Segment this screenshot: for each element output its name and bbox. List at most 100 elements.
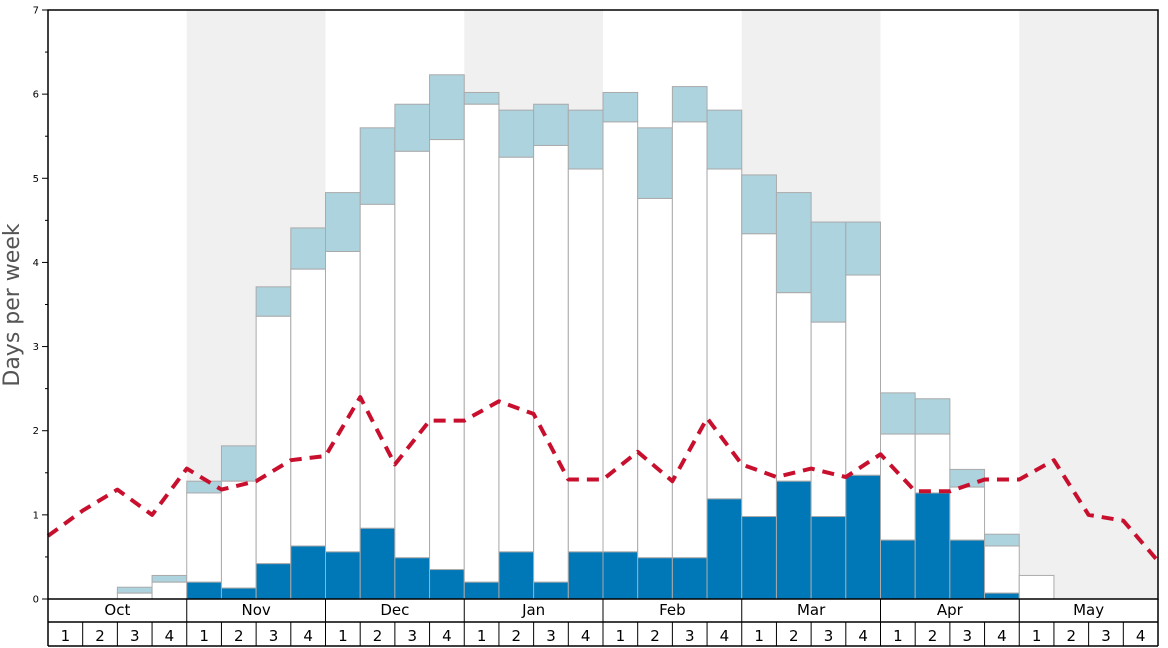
month-label-jan: Jan xyxy=(521,601,545,619)
bar-middle xyxy=(637,197,673,559)
trend-line-group xyxy=(46,395,1160,563)
bar-middle xyxy=(533,144,569,583)
bar-lower xyxy=(498,551,535,600)
bar-lower xyxy=(706,498,743,600)
week-label: 2 xyxy=(512,627,522,645)
bar-middle xyxy=(290,268,326,547)
bar-upper xyxy=(741,174,777,235)
bar-upper xyxy=(220,445,257,482)
bar-lower xyxy=(741,516,777,600)
week-label: 4 xyxy=(858,627,868,645)
bar-upper xyxy=(706,109,743,170)
week-label: 4 xyxy=(165,627,175,645)
bar-middle xyxy=(151,581,188,600)
bar-upper xyxy=(775,192,812,294)
bar-middle xyxy=(671,121,708,559)
bar-middle xyxy=(567,168,604,553)
bar-upper xyxy=(325,192,361,252)
bar-upper xyxy=(567,109,604,170)
month-label-mar: Mar xyxy=(797,601,826,619)
bar-middle xyxy=(116,592,153,600)
week-label: 3 xyxy=(1101,627,1111,645)
week-label: 1 xyxy=(1032,627,1042,645)
week-label: 1 xyxy=(477,627,487,645)
bar-middle xyxy=(914,433,951,494)
bar-upper xyxy=(671,86,708,123)
bar-middle xyxy=(1018,574,1055,600)
bar-upper xyxy=(255,286,292,317)
bar-lower xyxy=(220,587,257,600)
y-axis: 0 1 2 3 4 5 6 7 xyxy=(33,6,48,606)
week-label: 2 xyxy=(650,627,660,645)
bar-lower xyxy=(290,545,326,600)
bar-upper xyxy=(394,103,431,152)
month-label-dec: Dec xyxy=(380,601,409,619)
bar-lower xyxy=(602,551,639,600)
bar-middle xyxy=(186,492,222,583)
bar-middle xyxy=(498,156,535,553)
bar-upper xyxy=(984,533,1020,547)
month-shade-may xyxy=(1019,10,1158,599)
bar-middle xyxy=(463,103,500,583)
bar-lower xyxy=(671,557,708,600)
bar-middle xyxy=(845,274,881,476)
y-tick-label: 7 xyxy=(33,6,39,17)
y-tick-label: 0 xyxy=(33,595,39,606)
week-label: 4 xyxy=(442,627,452,645)
bar-middle xyxy=(810,321,847,518)
bar-upper xyxy=(429,74,465,141)
y-tick-label: 5 xyxy=(33,174,39,185)
week-label: 1 xyxy=(893,627,903,645)
month-label-feb: Feb xyxy=(659,601,686,619)
week-label: 2 xyxy=(1067,627,1077,645)
week-label: 1 xyxy=(616,627,626,645)
bar-upper xyxy=(463,91,500,105)
week-label: 2 xyxy=(789,627,799,645)
week-label: 1 xyxy=(61,627,71,645)
month-label-apr: Apr xyxy=(937,601,964,619)
bar-middle xyxy=(602,121,639,553)
bar-lower xyxy=(533,581,569,600)
week-label: 4 xyxy=(303,627,313,645)
bar-middle xyxy=(706,168,743,500)
bar-upper xyxy=(845,221,881,276)
bar-lower xyxy=(359,527,396,600)
bar-middle xyxy=(775,292,812,482)
week-label: 1 xyxy=(338,627,348,645)
bar-upper xyxy=(914,398,951,435)
bar-middle xyxy=(255,315,292,565)
bar-upper xyxy=(116,586,153,594)
bar-lower xyxy=(984,592,1020,600)
week-label: 3 xyxy=(962,627,972,645)
y-tick-label: 6 xyxy=(33,90,39,101)
y-tick-label: 3 xyxy=(33,342,39,353)
bar-lower xyxy=(429,569,465,600)
week-label: 3 xyxy=(685,627,695,645)
bar-upper xyxy=(151,574,188,583)
bar-stack-group xyxy=(116,74,1055,600)
bar-middle xyxy=(220,480,257,589)
bar-middle xyxy=(949,486,986,541)
month-label-oct: Oct xyxy=(104,601,130,619)
bar-upper xyxy=(533,103,569,146)
x-axis: Oct 1 2 3 4 Nov 1 2 3 4 Dec 1 2 3 4 Jan 1 2 3 4 Feb 1 2 3 4 Mar 1 2… xyxy=(47,599,1159,647)
bar-upper xyxy=(810,221,847,323)
bar-lower xyxy=(463,581,500,600)
month-label-may: May xyxy=(1073,601,1104,619)
bar-middle xyxy=(394,150,431,559)
bar-lower xyxy=(637,557,673,600)
week-label: 3 xyxy=(824,627,834,645)
bar-upper xyxy=(359,127,396,205)
bar-upper xyxy=(498,109,535,158)
bar-upper xyxy=(186,480,222,494)
bar-middle xyxy=(325,250,361,553)
y-tick-label: 2 xyxy=(33,426,39,437)
week-label: 3 xyxy=(130,627,140,645)
bar-lower xyxy=(394,557,431,600)
week-label: 4 xyxy=(997,627,1007,645)
bar-middle xyxy=(429,139,465,571)
week-label: 1 xyxy=(199,627,209,645)
week-label: 4 xyxy=(1136,627,1146,645)
bar-lower xyxy=(880,539,916,600)
